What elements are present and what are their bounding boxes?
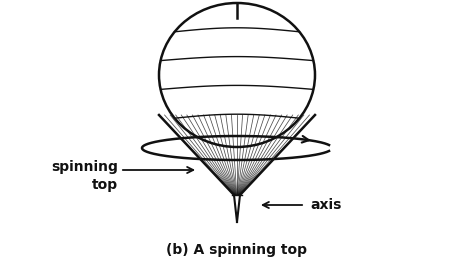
Text: (b) A spinning top: (b) A spinning top bbox=[166, 243, 308, 257]
Text: spinning: spinning bbox=[51, 160, 118, 174]
Text: top: top bbox=[92, 178, 118, 192]
Text: axis: axis bbox=[310, 198, 341, 212]
